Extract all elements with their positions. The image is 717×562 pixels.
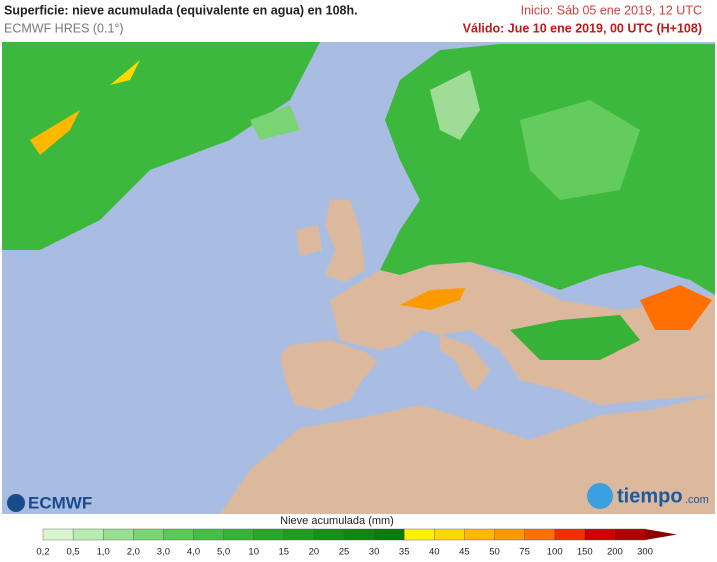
color-swatch bbox=[163, 528, 194, 541]
legend-tick-label: 3,0 bbox=[157, 547, 170, 558]
color-swatch bbox=[404, 528, 435, 541]
color-swatch bbox=[223, 528, 255, 541]
color-swatch bbox=[102, 528, 134, 541]
snow-turkey bbox=[640, 285, 712, 330]
legend-tick-label: 0,2 bbox=[36, 547, 49, 558]
legend-tick-label: 100 bbox=[547, 547, 563, 558]
legend-arrow bbox=[645, 529, 677, 540]
tiempo-logo: tiempo .com bbox=[587, 483, 709, 509]
land-iberia bbox=[280, 340, 378, 410]
legend-tick-label: 0,5 bbox=[66, 547, 79, 558]
legend-title: Nieve acumulada (mm) bbox=[280, 515, 394, 527]
legend-tick-label: 35 bbox=[399, 547, 410, 558]
snow-greenland-heavy bbox=[30, 110, 80, 155]
legend-tick-label: 40 bbox=[429, 547, 440, 558]
legend: 0,2 0,5 1,0 2,0 3,0 4,0 5,0 10 15 20 25 30 35 40 45 50 7… bbox=[36, 528, 677, 558]
land-africa bbox=[220, 395, 715, 514]
color-swatch bbox=[133, 528, 164, 541]
init-label: Inicio: Sáb 05 ene 2019, 12 UTC bbox=[521, 3, 702, 17]
color-swatch bbox=[373, 528, 405, 541]
land-uk bbox=[325, 200, 365, 282]
snow-greenland bbox=[2, 42, 320, 250]
color-swatch bbox=[283, 528, 315, 541]
legend-tick-label: 150 bbox=[577, 547, 593, 558]
legend-tick-label: 1,0 bbox=[97, 547, 110, 558]
logo-ecmwf: ECMWF bbox=[28, 493, 92, 512]
logo-tiempo: tiempo bbox=[617, 485, 683, 507]
legend-tick-label: 15 bbox=[279, 547, 290, 558]
snow-alps bbox=[400, 288, 465, 310]
legend-tick-label: 5,0 bbox=[217, 547, 230, 558]
logo-icon bbox=[587, 483, 613, 509]
logo-icon bbox=[7, 494, 25, 512]
land-ireland bbox=[296, 225, 322, 256]
color-swatch bbox=[614, 528, 646, 541]
color-swatch bbox=[253, 528, 285, 541]
color-swatch bbox=[554, 528, 586, 541]
model-label: ECMWF HRES (0.1°) bbox=[4, 21, 124, 35]
map bbox=[2, 42, 715, 514]
legend-tick-label: 45 bbox=[459, 547, 470, 558]
snow-light bbox=[520, 100, 640, 200]
land-italy bbox=[440, 335, 490, 392]
color-swatch bbox=[494, 528, 526, 541]
legend-tick-label: 20 bbox=[309, 547, 320, 558]
color-swatch bbox=[313, 528, 345, 541]
snow-balkans bbox=[510, 315, 640, 360]
legend-tick-label: 4,0 bbox=[187, 547, 200, 558]
legend-tick-label: 300 bbox=[637, 547, 653, 558]
snow-greenland-heavy bbox=[110, 60, 140, 85]
map-title: Superficie: nieve acumulada (equivalente… bbox=[4, 3, 358, 17]
legend-tick-label: 30 bbox=[369, 547, 380, 558]
color-swatch bbox=[72, 528, 104, 541]
snow-light bbox=[430, 70, 480, 140]
color-swatch bbox=[434, 528, 465, 541]
legend-tick-label: 75 bbox=[519, 547, 530, 558]
legend-tick-label: 200 bbox=[607, 547, 623, 558]
color-swatch bbox=[343, 528, 375, 541]
color-swatch bbox=[193, 528, 225, 541]
color-swatch bbox=[524, 528, 556, 541]
color-swatch bbox=[584, 528, 616, 541]
valid-label: Válido: Jue 10 ene 2019, 00 UTC (H+108) bbox=[463, 21, 702, 35]
legend-tick-label: 50 bbox=[489, 547, 500, 558]
legend-tick-label: 10 bbox=[248, 547, 259, 558]
snow-iceland bbox=[250, 105, 300, 140]
legend-tick-label: 25 bbox=[339, 547, 350, 558]
color-swatch bbox=[42, 528, 74, 541]
legend-tick-label: 2,0 bbox=[127, 547, 140, 558]
ecmwf-logo: ECMWF bbox=[7, 493, 92, 512]
logo-tiempo-suffix: .com bbox=[685, 494, 709, 506]
color-swatch bbox=[464, 528, 495, 541]
